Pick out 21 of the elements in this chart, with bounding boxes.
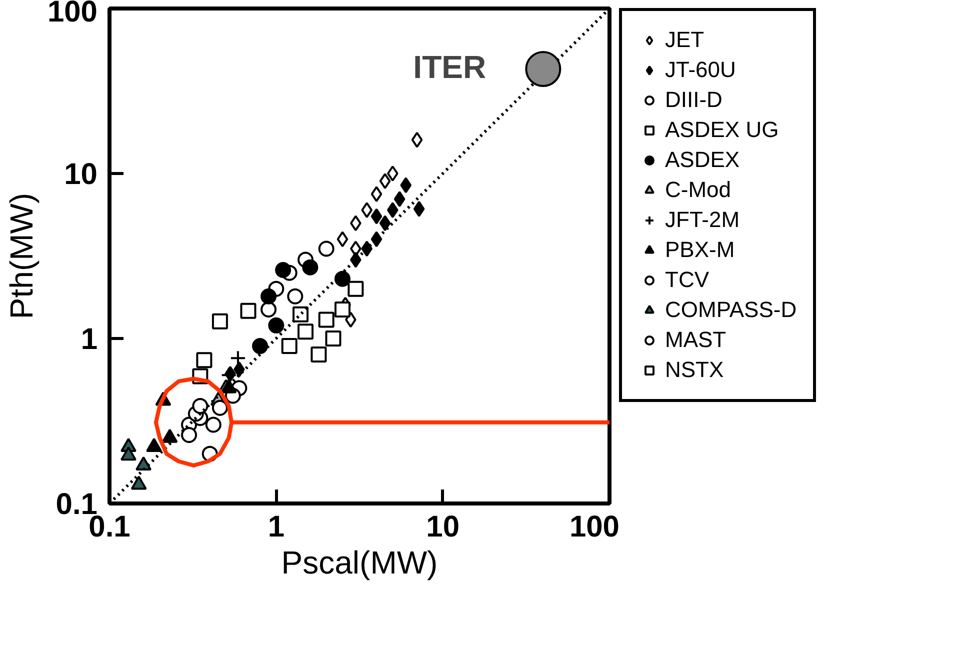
- y-tick-label: 100: [47, 0, 98, 28]
- legend-label: TCV: [665, 267, 709, 293]
- annotation: ITER: [413, 48, 486, 85]
- y-axis-title: Pth(MW): [3, 192, 40, 320]
- legend-label: COMPASS-D: [665, 297, 797, 323]
- legend-label: NSTX: [665, 357, 724, 383]
- x-axis-title: Pscal(MW): [281, 544, 438, 580]
- legend-label: C-Mod: [665, 177, 732, 203]
- legend-label: ASDEX: [665, 147, 740, 173]
- legend-label: PBX-M: [665, 237, 735, 263]
- legend-label: DIII-D: [665, 87, 722, 113]
- legend-label: JT-60U: [665, 57, 736, 83]
- legend-label: ASDEX UG: [665, 117, 779, 143]
- legend-label: MAST: [665, 327, 726, 353]
- legend-label: JET: [665, 27, 704, 53]
- x-tick-label: 100: [569, 510, 620, 544]
- legend-label: JFT-2M: [665, 207, 740, 233]
- x-tick-label: 10: [426, 510, 460, 544]
- y-tick-label: 1: [80, 323, 98, 356]
- x-tick-label: 1: [268, 510, 285, 544]
- y-tick-label: 10: [64, 158, 98, 191]
